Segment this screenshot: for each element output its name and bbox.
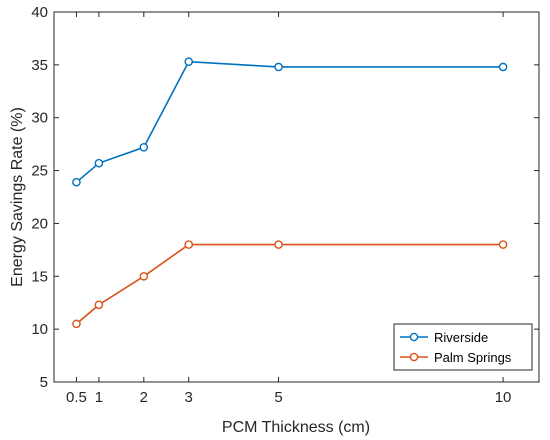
y-tick-label: 15 bbox=[31, 268, 48, 285]
y-tick-label: 30 bbox=[31, 110, 48, 127]
y-tick-label: 20 bbox=[31, 215, 48, 232]
legend-marker bbox=[409, 352, 419, 362]
series-riverside bbox=[72, 57, 508, 187]
x-axis-label: PCM Thickness (cm) bbox=[222, 419, 370, 436]
x-tick-label: 1 bbox=[95, 389, 103, 406]
data-point bbox=[274, 240, 283, 249]
x-tick-label: 3 bbox=[185, 389, 193, 406]
y-tick-label: 35 bbox=[31, 57, 48, 74]
x-tick-label: 5 bbox=[274, 389, 282, 406]
legend-label: Riverside bbox=[434, 330, 488, 345]
data-point bbox=[184, 240, 194, 249]
data-point bbox=[498, 240, 508, 249]
y-tick-label: 25 bbox=[31, 163, 48, 180]
data-point bbox=[94, 300, 104, 310]
plot-area bbox=[53, 11, 540, 383]
data-point bbox=[94, 158, 104, 168]
data-point bbox=[139, 271, 149, 281]
series-layer bbox=[72, 57, 508, 329]
data-point bbox=[184, 57, 194, 66]
data-point bbox=[274, 62, 283, 72]
y-axis-label: Energy Savings Rate (%) bbox=[9, 107, 26, 287]
plot-frame bbox=[53, 11, 540, 383]
x-tick-label: 0.5 bbox=[66, 389, 87, 406]
data-point bbox=[498, 62, 508, 72]
y-tick-label: 5 bbox=[40, 374, 48, 391]
legend-label: Palm Springs bbox=[434, 350, 512, 365]
legend-box bbox=[393, 323, 533, 371]
data-point bbox=[139, 143, 149, 152]
x-tick-label: 2 bbox=[140, 389, 148, 406]
series-palm-springs bbox=[72, 240, 508, 329]
data-point bbox=[72, 319, 81, 329]
series-line bbox=[75, 243, 504, 325]
legend-marker bbox=[409, 332, 419, 342]
legend: Riverside Palm Springs bbox=[393, 323, 533, 371]
data-point bbox=[72, 177, 81, 187]
series-line bbox=[75, 60, 504, 183]
y-tick-label: 10 bbox=[31, 321, 48, 338]
x-tick-label: 10 bbox=[495, 389, 512, 406]
y-tick-label: 40 bbox=[31, 4, 48, 21]
